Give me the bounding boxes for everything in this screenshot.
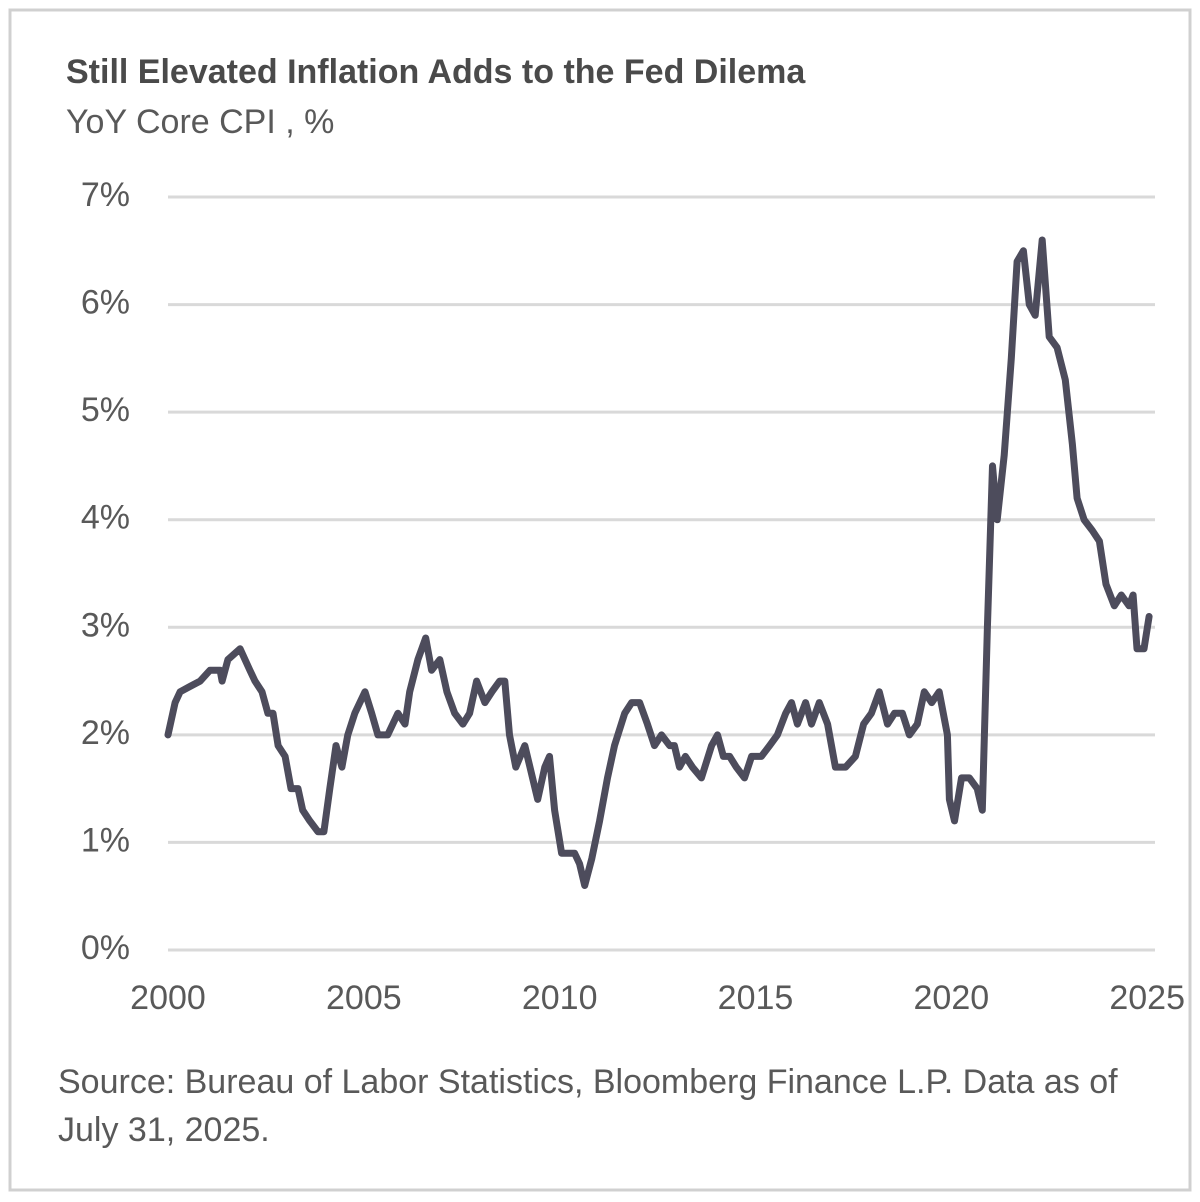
- y-tick-label: 6%: [81, 284, 130, 322]
- x-tick-label: 2000: [130, 979, 206, 1017]
- y-tick-label: 7%: [81, 176, 130, 214]
- data-line: [164, 236, 1153, 889]
- x-tick-label: 2010: [522, 979, 598, 1017]
- x-tick-label: 2020: [914, 979, 990, 1017]
- y-tick-label: 2%: [81, 714, 130, 752]
- chart-title: Still Elevated Inflation Adds to the Fed…: [66, 53, 806, 91]
- y-tick-label: 0%: [81, 929, 130, 967]
- chart-subtitle: YoY Core CPI , %: [66, 103, 334, 141]
- y-tick-label: 3%: [81, 606, 130, 644]
- x-tick-label: 2015: [718, 979, 794, 1017]
- x-tick-label: 2005: [326, 979, 402, 1017]
- frame: [8, 8, 1192, 1192]
- y-tick-label: 5%: [81, 391, 130, 429]
- y-tick-label: 4%: [81, 499, 130, 537]
- x-tick-label: 2025: [1109, 979, 1185, 1017]
- y-tick-label: 1%: [81, 821, 130, 859]
- plot-area: 0% 1% 2% 3% 4% 5% 6% 7% 2000 2005 2010 2015 2020 2025: [81, 176, 1185, 1017]
- source-note: Source: Bureau of Labor Statistics, Bloo…: [58, 1063, 1118, 1149]
